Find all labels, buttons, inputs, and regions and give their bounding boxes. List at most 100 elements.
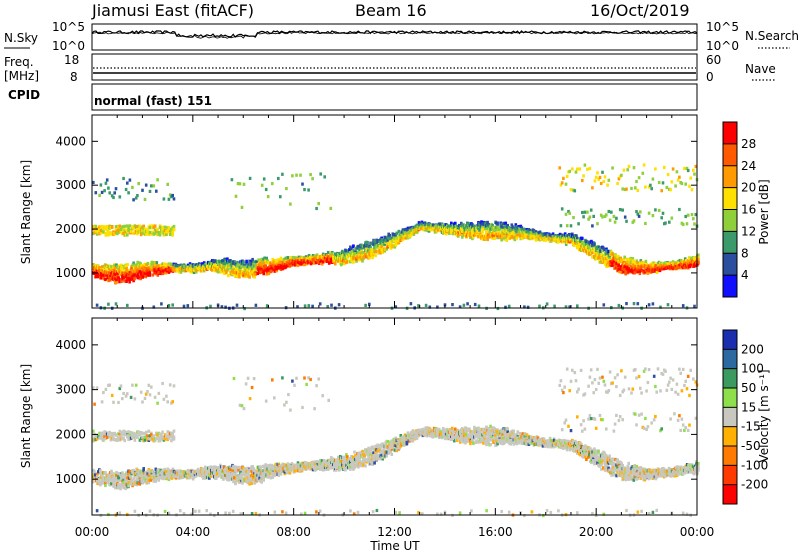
echo-cell xyxy=(394,233,398,237)
echo-cell xyxy=(603,175,607,179)
echo-cell xyxy=(451,303,454,307)
echo-cell xyxy=(122,480,125,484)
echo-cell xyxy=(105,178,109,182)
echo-cell xyxy=(93,269,96,273)
echo-cell xyxy=(97,227,100,231)
echo-cell xyxy=(610,210,613,214)
echo-cell xyxy=(493,231,496,235)
echo-cell xyxy=(309,173,312,177)
echo-cell xyxy=(368,256,371,260)
echo-cell xyxy=(569,236,573,241)
echo-cell xyxy=(128,479,131,483)
echo-cell xyxy=(112,267,115,271)
echo-cell xyxy=(179,270,183,274)
echo-cell xyxy=(135,483,138,487)
echo-cell xyxy=(388,236,391,240)
echo-cell xyxy=(201,467,205,471)
echo-cell xyxy=(615,261,618,265)
echo-cell xyxy=(456,229,459,233)
echo-cell xyxy=(526,305,530,309)
echo-cell xyxy=(115,474,118,478)
echo-cell xyxy=(147,476,151,480)
echo-cell xyxy=(620,173,623,177)
echo-cell xyxy=(143,197,147,201)
echo-cell xyxy=(147,232,151,236)
echo-cell xyxy=(543,232,547,236)
echo-cell xyxy=(481,225,484,230)
echo-cell xyxy=(133,273,136,277)
echo-cell xyxy=(517,225,521,229)
echo-cell xyxy=(168,232,172,236)
echo-cell xyxy=(131,185,134,189)
echo-cell xyxy=(577,222,580,226)
echo-cell xyxy=(688,261,692,265)
echo-cell xyxy=(107,186,110,190)
echo-cell xyxy=(383,242,386,246)
echo-cell xyxy=(605,252,608,256)
echo-cell xyxy=(379,241,382,245)
colorbar-segment xyxy=(723,165,737,189)
echo-cell xyxy=(587,249,590,253)
echo-cell xyxy=(605,261,608,265)
echo-cell xyxy=(460,227,463,231)
echo-cell xyxy=(623,255,626,259)
echo-cell xyxy=(654,208,657,212)
echo-cell xyxy=(152,232,156,236)
echo-cell xyxy=(504,221,507,225)
echo-cell xyxy=(216,466,219,470)
echo-cell xyxy=(450,231,453,235)
echo-cell xyxy=(649,183,652,187)
echo-cell xyxy=(174,474,178,478)
echo-cell xyxy=(355,259,358,263)
echo-cell xyxy=(230,266,233,270)
echo-cell xyxy=(315,253,319,257)
nsky-right-tick-top: 10^5 xyxy=(706,20,739,34)
echo-cell xyxy=(307,188,310,192)
echo-cell xyxy=(264,258,267,262)
echo-cell xyxy=(248,259,251,263)
echo-cell xyxy=(651,214,655,218)
echo-cell xyxy=(157,478,161,482)
echo-cell xyxy=(263,256,266,260)
echo-cell xyxy=(261,260,264,264)
echo-cell xyxy=(161,472,165,476)
echo-cell xyxy=(663,165,666,169)
echo-cell xyxy=(123,278,126,283)
beam-title: Beam 16 xyxy=(355,1,427,20)
echo-cell xyxy=(250,261,253,265)
echo-cell xyxy=(451,228,454,233)
echo-cell xyxy=(253,274,256,278)
echo-cell xyxy=(113,272,116,276)
echo-cell xyxy=(214,259,217,263)
echo-cell xyxy=(697,253,700,257)
echo-cell xyxy=(92,480,95,484)
echo-cell xyxy=(659,305,662,309)
echo-cell xyxy=(621,187,624,191)
echo-cell xyxy=(678,175,681,179)
echo-cell xyxy=(617,255,620,259)
echo-cell xyxy=(108,191,111,195)
echo-cell xyxy=(493,228,496,232)
echo-cell xyxy=(520,226,524,230)
echo-cell xyxy=(458,305,462,309)
echo-cell xyxy=(668,220,671,224)
echo-cell xyxy=(103,225,106,229)
echo-cell xyxy=(133,474,136,478)
echo-cell xyxy=(599,246,602,250)
colorbar-segment xyxy=(723,275,737,298)
echo-cell xyxy=(355,257,358,261)
echo-cell xyxy=(251,257,254,262)
echo-cell xyxy=(627,257,630,261)
echo-cell xyxy=(164,470,168,474)
echo-cell xyxy=(424,303,428,307)
echo-cell xyxy=(633,270,637,274)
echo-cell xyxy=(126,181,129,185)
echo-cell xyxy=(257,267,260,271)
echo-cell xyxy=(472,235,475,239)
echo-cell xyxy=(410,232,414,236)
echo-cell xyxy=(627,164,631,168)
echo-cell xyxy=(275,269,279,273)
power-y-axis-label: Slant Range [km] xyxy=(19,160,33,264)
echo-cell xyxy=(591,251,594,255)
